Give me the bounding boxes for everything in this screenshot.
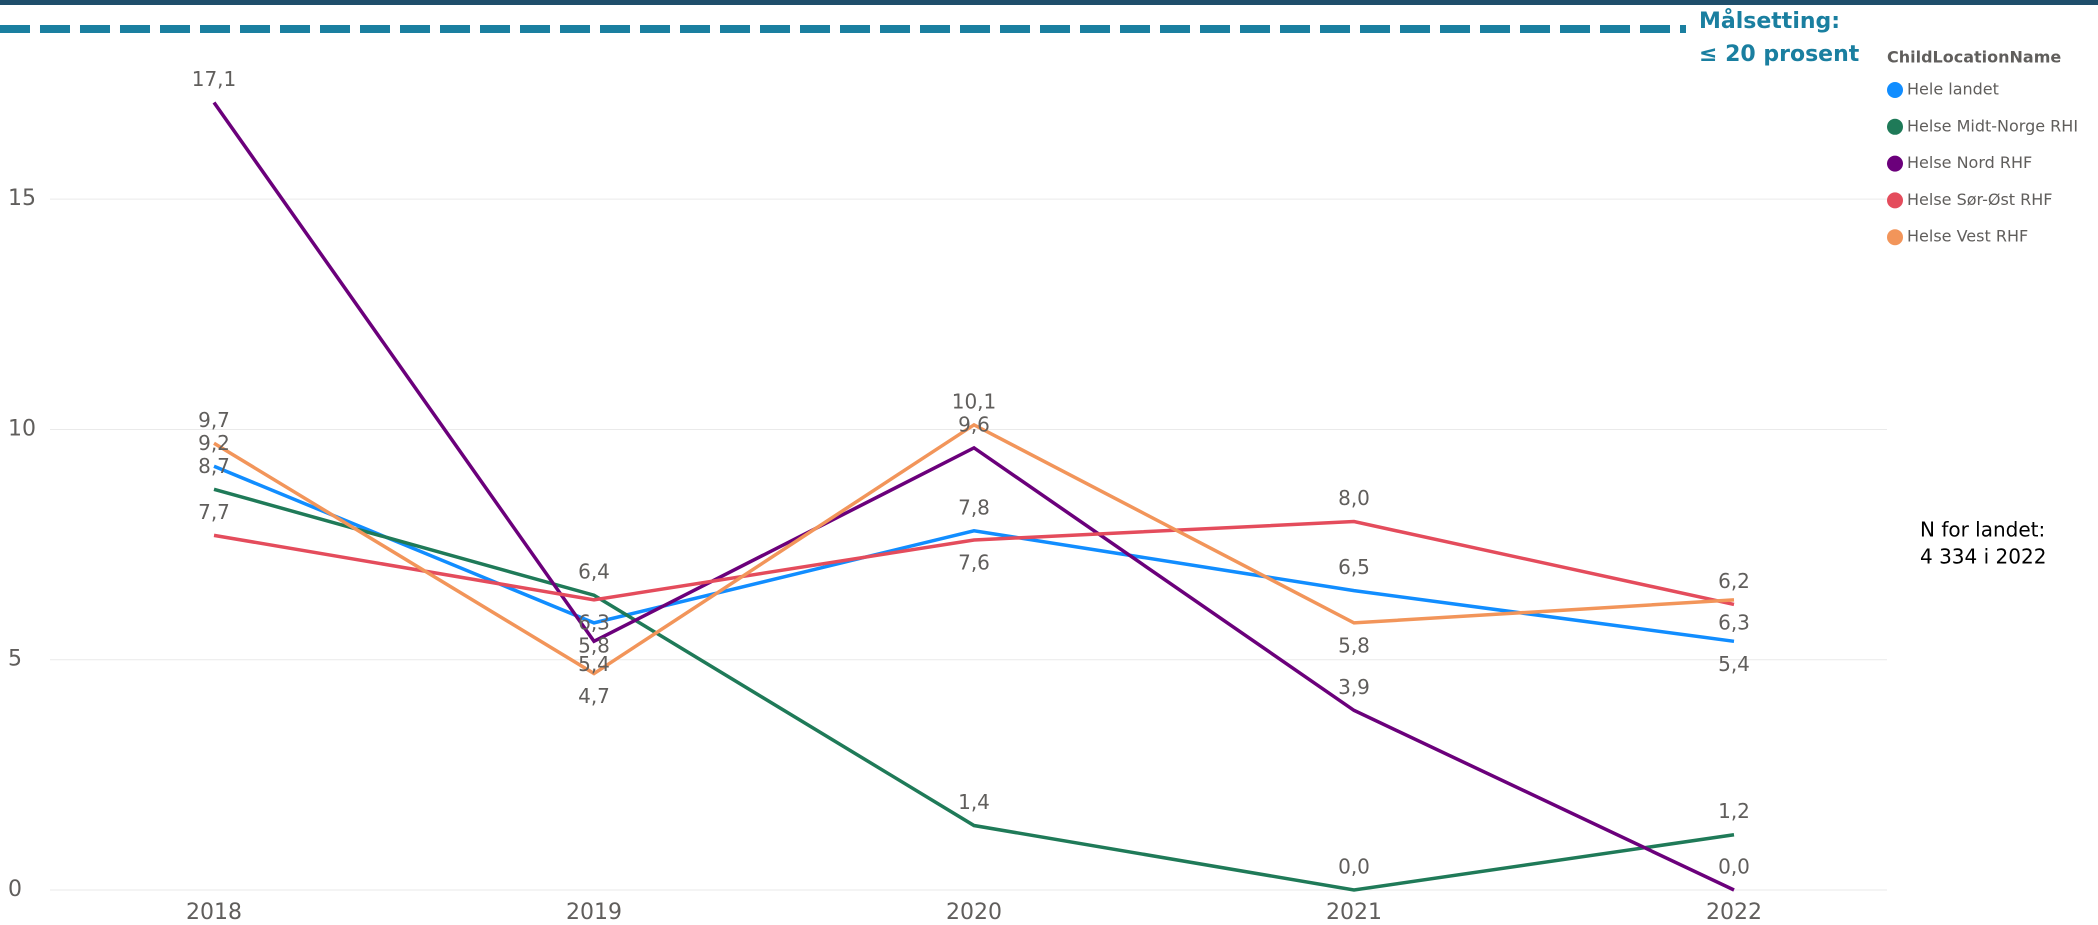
x-tick-label: 2020: [946, 900, 1002, 925]
data-label: 3,9: [1338, 675, 1370, 699]
data-label: 8,7: [198, 454, 230, 478]
top-bar: [0, 0, 2098, 5]
data-label: 9,7: [198, 408, 230, 432]
data-label: 1,4: [958, 790, 990, 814]
data-label: 6,5: [1338, 555, 1370, 579]
y-tick-label: 5: [8, 647, 22, 672]
data-label: 5,4: [578, 652, 610, 676]
data-label: 1,2: [1718, 799, 1750, 823]
data-label: 5,8: [1338, 633, 1370, 657]
data-label: 6,4: [578, 560, 610, 584]
data-label: 5,4: [1718, 652, 1750, 676]
series-line: [213, 519, 1735, 607]
series-line: [212, 101, 1735, 892]
data-label: 7,7: [198, 500, 230, 524]
legend-label: Helse Vest RHF: [1907, 227, 2028, 246]
legend-marker: [1887, 118, 1903, 135]
note: 4 334 i 2022: [1920, 545, 2046, 569]
legend-marker: [1887, 155, 1903, 172]
data-label: 6,3: [578, 610, 610, 634]
note: N for landet:: [1920, 518, 2045, 542]
legend-label: Hele landet: [1907, 80, 1999, 99]
series-line: [213, 422, 1735, 676]
data-label: 8,0: [1338, 486, 1370, 510]
series-line: [213, 464, 1735, 644]
data-label: 6,3: [1718, 610, 1750, 634]
data-label: 9,2: [198, 431, 230, 455]
legend-title: ChildLocationName: [1887, 48, 2061, 67]
y-tick-label: 10: [8, 416, 36, 441]
data-label: 0,0: [1718, 855, 1750, 879]
data-label: 5,8: [578, 633, 610, 657]
data-label: 4,7: [578, 684, 610, 708]
data-label: 0,0: [1338, 855, 1370, 879]
legend-label: Helse Nord RHF: [1907, 153, 2032, 172]
data-label: 9,6: [958, 412, 990, 436]
data-label: 6,2: [1718, 569, 1750, 593]
data-label: 17,1: [192, 67, 237, 91]
legend-marker: [1887, 82, 1903, 98]
data-label: 7,6: [958, 550, 990, 574]
y-tick-label: 0: [8, 877, 22, 902]
x-tick-label: 2022: [1706, 900, 1762, 925]
x-tick-label: 2021: [1326, 900, 1382, 925]
target-label: Målsetting:: [1699, 8, 1840, 34]
legend-label: Helse Midt-Norge RHI: [1907, 116, 2078, 135]
legend-marker: [1887, 192, 1903, 209]
data-label: 10,1: [952, 389, 997, 413]
series-line: [213, 487, 1735, 892]
x-tick-label: 2018: [186, 900, 242, 925]
y-tick-label: 15: [8, 186, 36, 211]
legend-marker: [1887, 229, 1903, 246]
data-label: 7,8: [958, 495, 990, 519]
x-tick-label: 2019: [566, 900, 622, 925]
legend-label: Helse Sør-Øst RHF: [1907, 190, 2053, 209]
target-label: ≤ 20 prosent: [1699, 42, 1860, 67]
